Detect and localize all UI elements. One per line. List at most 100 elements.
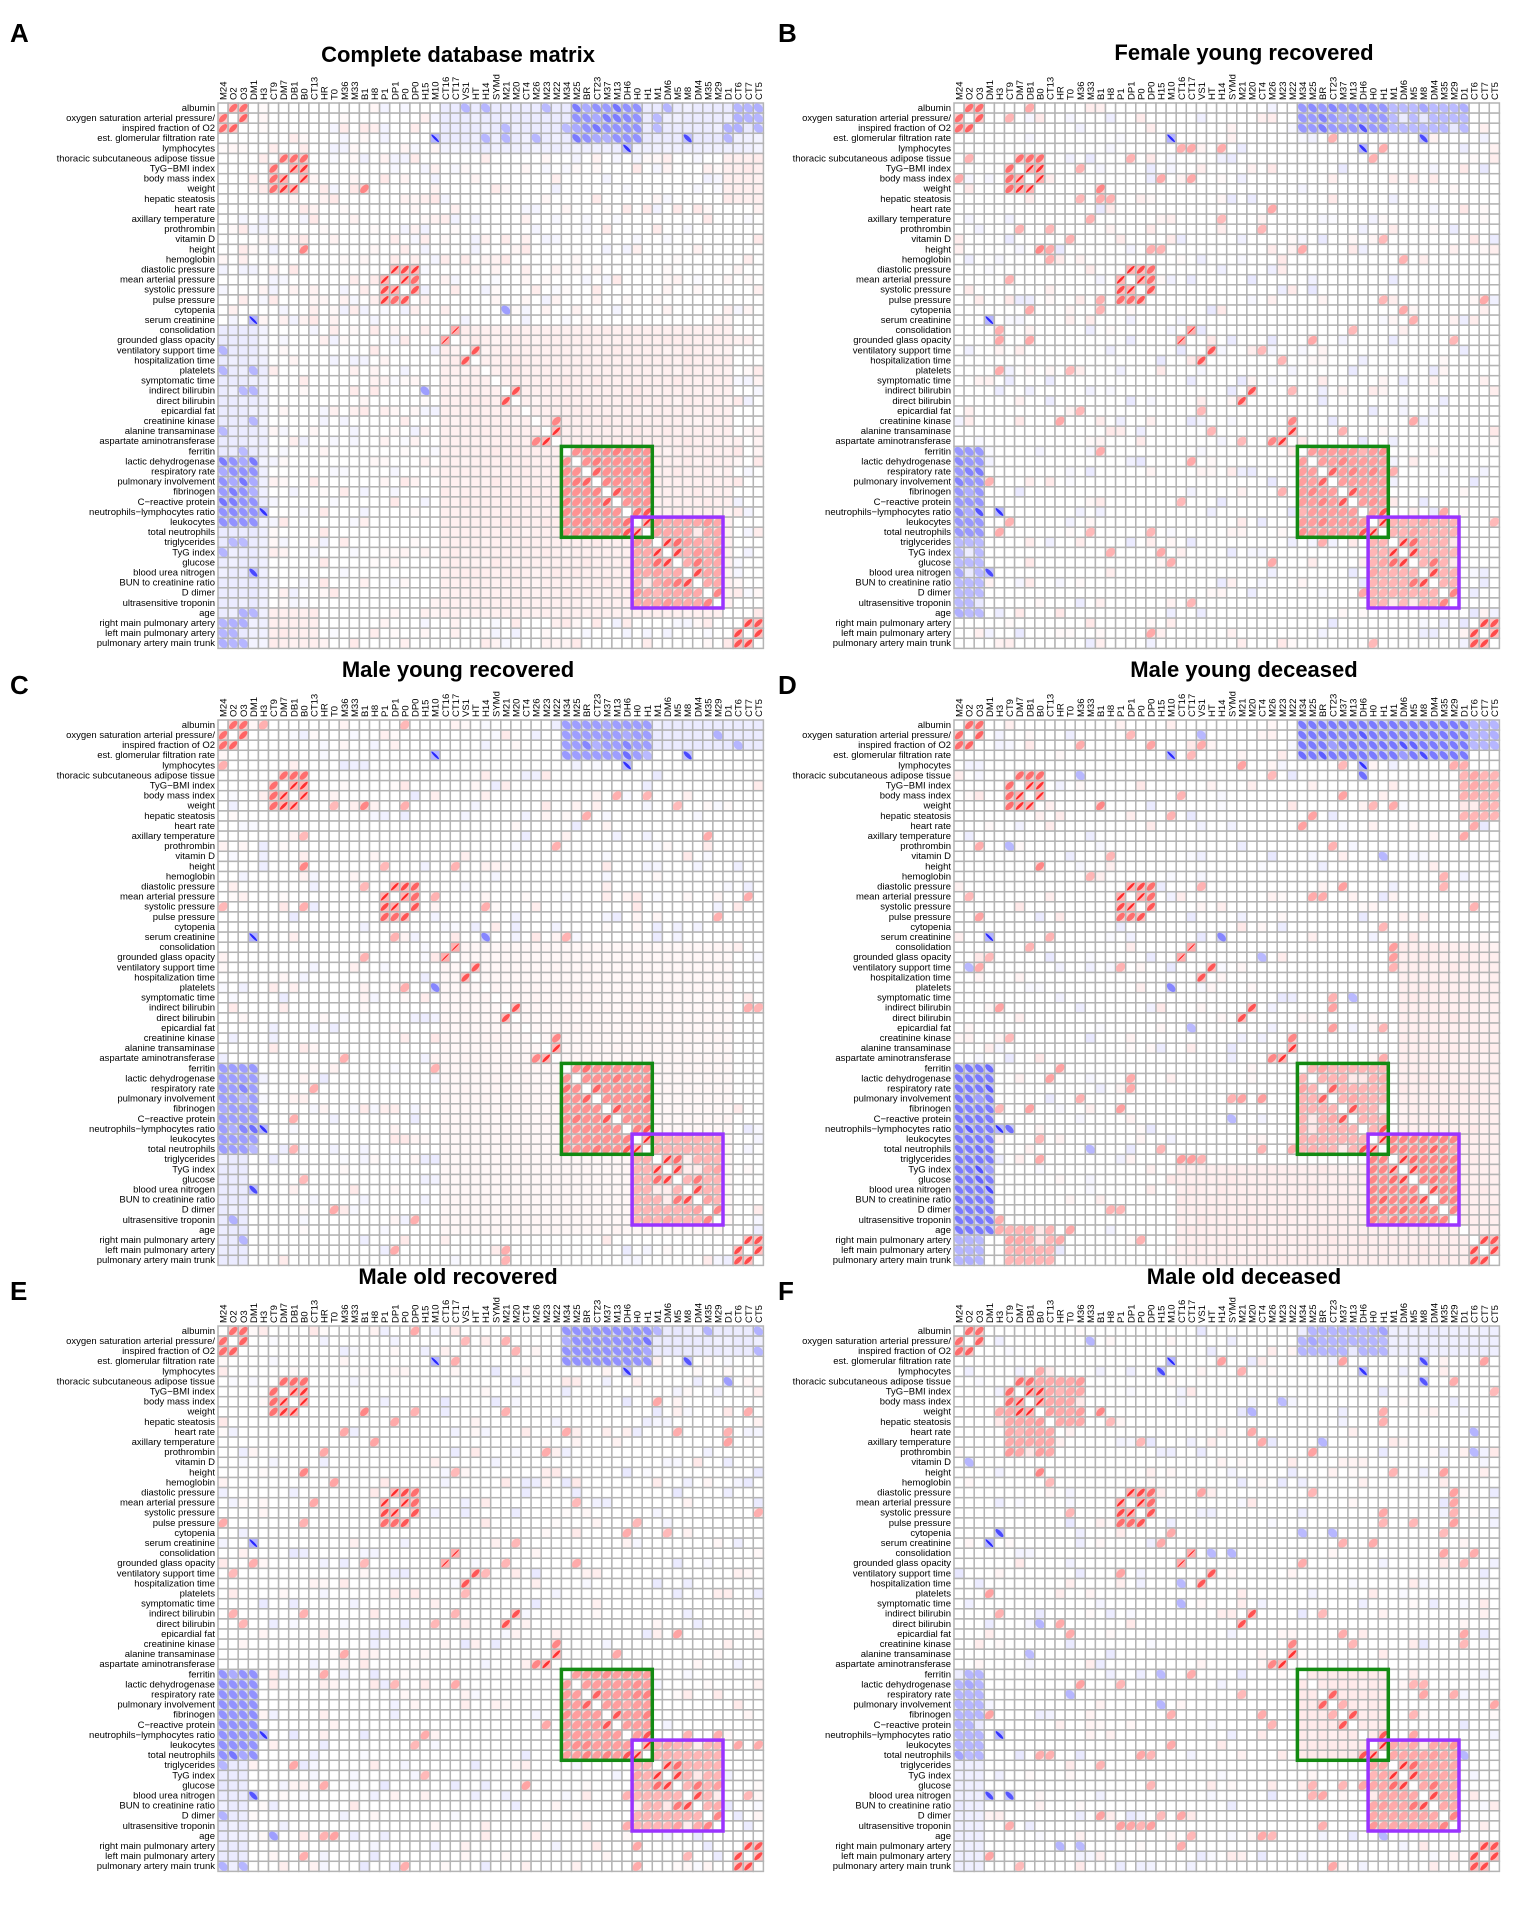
matrix-cell [287,415,300,427]
matrix-cell [1306,344,1319,357]
matrix-cell [520,344,532,357]
matrix-cell [681,304,694,316]
correlation-ellipse [410,275,420,284]
matrix-cell [752,263,765,276]
matrix-cell [732,213,744,225]
matrix-cell [237,152,250,165]
matrix-cell [227,193,239,205]
matrix-cell [348,374,361,387]
green-highlight-box [559,444,655,540]
matrix-cell [722,213,734,225]
matrix-cell [1256,193,1268,205]
matrix-cell [570,142,583,155]
matrix-cell [580,324,593,337]
matrix-cell [580,284,593,296]
matrix-cell [510,587,522,599]
correlation-ellipse [249,316,258,324]
matrix-cell [500,385,512,397]
correlation-ellipse [249,457,258,466]
matrix-cell [641,263,654,276]
matrix-cell [661,304,674,316]
matrix-cell [378,576,391,589]
matrix-cell [1215,253,1228,266]
matrix-cell [1054,284,1066,296]
matrix-cell [1064,284,1076,296]
correlation-ellipse [218,497,228,507]
matrix-cell [973,132,986,145]
column-label: M26 [1268,82,1279,100]
matrix-cell [469,132,482,145]
matrix-cell [328,122,340,135]
matrix-cell [1377,223,1390,236]
matrix-cell [247,536,260,549]
matrix-cell [540,486,553,498]
matrix-cell [257,304,270,316]
matrix-cell [1316,193,1329,205]
matrix-cell [298,506,310,518]
matrix-cell [479,263,492,276]
correlation-ellipse [622,113,632,123]
matrix-cell [1003,142,1016,155]
matrix-cell [318,213,330,225]
matrix-cell [459,435,472,448]
matrix-cell [409,314,421,326]
matrix-cell [993,132,1006,145]
matrix-cell [722,627,734,640]
matrix-cell [520,112,532,124]
matrix-cell [1337,213,1349,225]
matrix-cell [368,496,381,508]
matrix-cell [510,132,522,145]
matrix-cell [601,172,613,185]
column-label: CT4 [522,82,533,100]
matrix-cell [590,253,603,266]
matrix-cell [1438,253,1450,266]
matrix-cell [469,193,482,205]
matrix-cell [298,587,310,599]
matrix-cell [570,455,583,468]
correlation-ellipse [662,588,673,598]
matrix-cell [1448,213,1460,225]
matrix-cell [1225,334,1238,347]
matrix-cell [489,284,502,296]
matrix-cell [722,496,734,508]
column-label: BR [1318,87,1329,100]
matrix-cell [1266,334,1278,347]
matrix-cell [1054,294,1066,306]
correlation-ellipse [410,285,420,294]
matrix-cell [560,354,573,367]
matrix-cell [1023,314,1036,326]
correlation-ellipse [248,517,258,527]
matrix-cell [1023,233,1036,246]
matrix-cell [1054,102,1066,114]
matrix-cell [691,142,704,155]
matrix-cell [1094,344,1107,357]
matrix-cell [510,556,522,569]
matrix-cell [328,455,340,468]
matrix-cell [257,546,270,559]
matrix-cell [1236,213,1248,225]
correlation-ellipse [572,507,581,517]
matrix-cell [973,172,986,185]
correlation-ellipse [249,568,258,577]
matrix-cell [1276,172,1289,185]
correlation-ellipse [411,265,419,274]
matrix-cell [752,152,765,165]
matrix-cell [993,122,1006,135]
matrix-cell [227,213,239,225]
matrix-cell [550,233,563,246]
matrix-cell [298,486,310,498]
row-label: aspartate aminotransferase [99,436,215,447]
matrix-cell [540,213,553,225]
matrix-cell [1407,203,1420,215]
matrix-cell [661,486,674,498]
correlation-ellipse [673,578,682,588]
column-label: DH6 [1359,81,1370,100]
matrix-cell [671,415,684,427]
correlation-ellipse [744,619,753,628]
matrix-cell [459,374,472,387]
matrix-cell [641,213,654,225]
matrix-cell [308,637,320,650]
matrix-cell [510,506,522,518]
matrix-cell [560,314,573,326]
matrix-cell [287,233,300,246]
